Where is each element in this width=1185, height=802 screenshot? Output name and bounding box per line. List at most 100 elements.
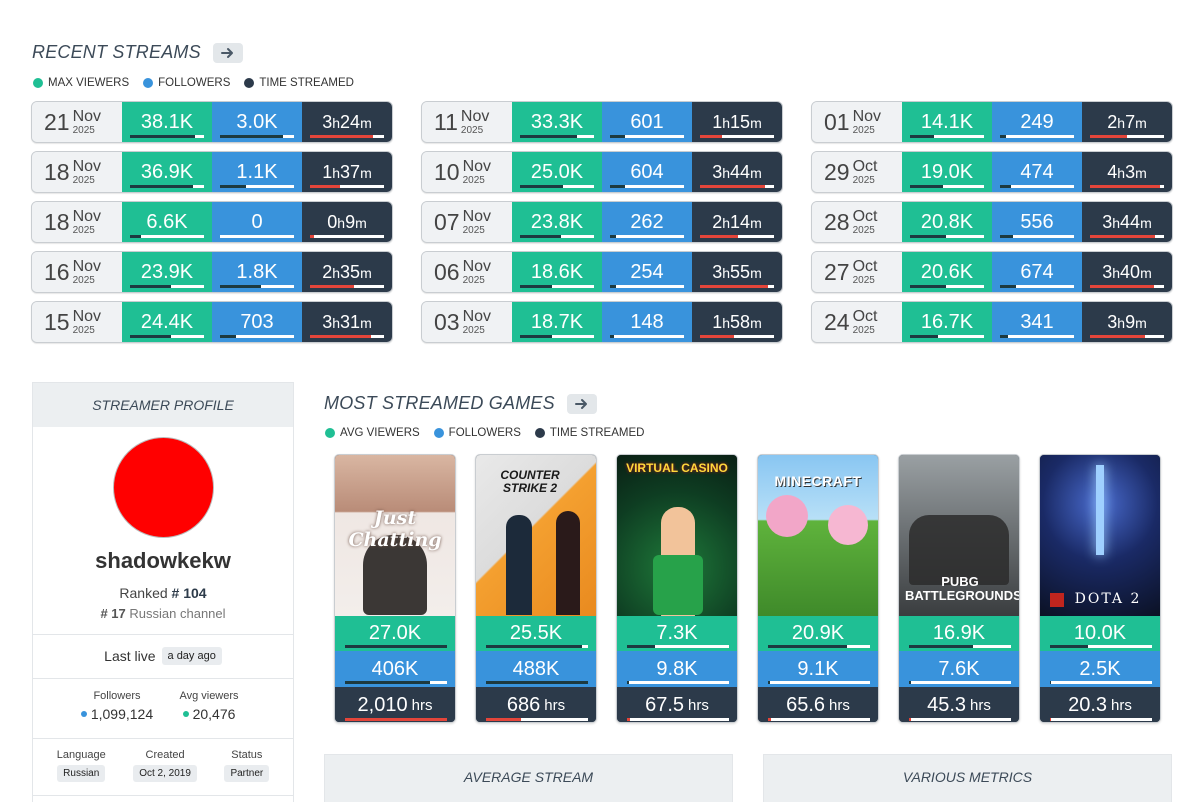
stream-row[interactable]: 21 Nov 2025 38.1K 3.0K 3h24m [31,101,393,143]
progress-bar [130,235,204,238]
language-badge[interactable]: Russian [57,765,106,782]
stream-year: 2025 [460,124,484,136]
game-card[interactable]: VIRTUAL CASINO 7.3K 9.8K 67.5 hrs [616,454,738,723]
followers-cell: 703 [212,302,302,342]
time-streamed-cell: 1h15m [692,102,782,142]
stream-day: 18 [44,158,70,185]
progress-bar [520,235,594,238]
stream-row[interactable]: 06 Nov 2025 18.6K 254 3h55m [421,251,783,293]
time-streamed-value: 1h58m [712,312,762,333]
stream-year: 2025 [462,224,485,236]
divider [33,738,293,739]
games-arrow-button[interactable] [566,393,597,414]
stream-row[interactable]: 07 Nov 2025 23.8K 262 2h14m [421,201,783,243]
stream-month: Nov [462,157,492,175]
stream-row[interactable]: 16 Nov 2025 23.9K 1.8K 2h35m [31,251,393,293]
max-viewers-value: 25.0K [530,160,584,183]
streamer-name[interactable]: shadowkekw [95,548,231,573]
game-art[interactable]: MINECRAFT [758,455,878,616]
stream-row[interactable]: 15 Nov 2025 24.4K 703 3h31m [31,301,393,343]
hours-value: 2 [322,261,333,282]
stream-row[interactable]: 10 Nov 2025 25.0K 604 3h44m [421,151,783,193]
stream-row[interactable]: 24 Oct 2025 16.7K 341 3h9m [811,301,1173,343]
hours-value: 3 [712,161,723,182]
stream-row[interactable]: 01 Nov 2025 14.1K 249 2h7m [811,101,1173,143]
progress-fill [910,135,935,138]
stream-date: 01 Nov 2025 [812,102,902,142]
stream-row[interactable]: 11 Nov 2025 33.3K 601 1h15m [421,101,783,143]
stream-row[interactable]: 18 Nov 2025 36.9K 1.1K 1h37m [31,151,393,193]
time-streamed-cell: 0h9m [302,202,392,242]
progress-fill [520,185,563,188]
stream-month: Nov [72,207,102,225]
hours-value: 3 [712,261,723,282]
followers-cell: 2.5K [1040,651,1160,687]
stream-row[interactable]: 28 Oct 2025 20.8K 556 3h44m [811,201,1173,243]
game-card[interactable]: PUBG BATTLEGROUNDS 16.9K 7.6K 45.3 hrs [898,454,1020,723]
progress-fill [1000,185,1012,188]
followers-cell: 0 [212,202,302,242]
stream-date: 24 Oct 2025 [812,302,902,342]
followers-cell: 9.8K [617,651,737,687]
created-label: Created [145,749,185,761]
progress-bar [768,718,870,721]
followers-value: 249 [1020,110,1054,133]
game-art[interactable]: COUNTER STRIKE 2 [476,455,596,616]
hours-value: 3 [1102,211,1113,232]
stream-day: 16 [44,258,70,285]
progress-fill [520,335,552,338]
progress-bar [1000,235,1074,238]
divider [33,634,293,635]
recent-streams-arrow-button[interactable] [212,42,243,63]
stream-date: 15 Nov 2025 [32,302,122,342]
avatar[interactable] [113,437,214,538]
progress-bar [130,185,204,188]
rank-value[interactable]: # 104 [171,585,207,601]
minutes-value: 44 [730,161,751,182]
game-art[interactable]: DOTA 2 [1040,455,1160,616]
hours-value: 4 [1107,161,1118,182]
game-card[interactable]: DOTA 2 10.0K 2.5K 20.3 hrs [1039,454,1161,723]
progress-bar [910,285,984,288]
hours-unit: hrs [970,697,991,714]
stream-row[interactable]: 29 Oct 2025 19.0K 474 4h3m [811,151,1173,193]
time-streamed-cell: 3h31m [302,302,392,342]
stream-month: Oct [852,307,878,325]
progress-bar [610,335,684,338]
progress-fill [910,285,946,288]
art-title: VIRTUAL CASINO [626,461,728,475]
stream-row[interactable]: 18 Nov 2025 6.6K 0 0h9m [31,201,393,243]
game-card[interactable]: COUNTER STRIKE 2 25.5K 488K 686 hrs [475,454,597,723]
progress-bar [627,681,729,684]
max-viewers-cell: 18.7K [512,302,602,342]
game-art[interactable]: VIRTUAL CASINO [617,455,737,616]
progress-fill [1090,235,1156,238]
stream-row[interactable]: 03 Nov 2025 18.7K 148 1h58m [421,301,783,343]
progress-bar [1050,645,1152,648]
time-streamed-value: 3h55m [712,262,762,283]
progress-bar [910,185,984,188]
hours-unit: h [722,114,731,131]
minutes-unit: m [1135,164,1147,181]
progress-bar [1050,718,1152,721]
avg-viewers-label: Avg viewers [179,690,239,702]
time-streamed-cell: 3h44m [1082,202,1172,242]
game-art[interactable]: PUBG BATTLEGROUNDS [899,455,1019,616]
stream-date: 10 Nov 2025 [422,152,512,192]
followers-cell: 9.1K [758,651,878,687]
stream-month: Nov [72,257,102,275]
art-title: DOTA 2 [1074,591,1142,607]
progress-bar [610,285,684,288]
progress-fill [910,185,943,188]
stream-month-year: Oct 2025 [853,158,878,186]
stream-row[interactable]: 27 Oct 2025 20.6K 674 3h40m [811,251,1173,293]
stream-month: Nov [72,307,102,325]
hours-value: 20.3 [1068,694,1108,716]
game-art[interactable]: Just Chatting [335,455,455,616]
game-card[interactable]: Just Chatting 27.0K 406K 2,010 hrs [334,454,456,723]
stream-date: 07 Nov 2025 [422,202,512,242]
followers-dot-icon [80,711,87,717]
game-card[interactable]: MINECRAFT 20.9K 9.1K 65.6 hrs [757,454,879,723]
hours-value: 3 [1107,311,1118,332]
stream-month-year: Nov 2025 [72,307,102,336]
